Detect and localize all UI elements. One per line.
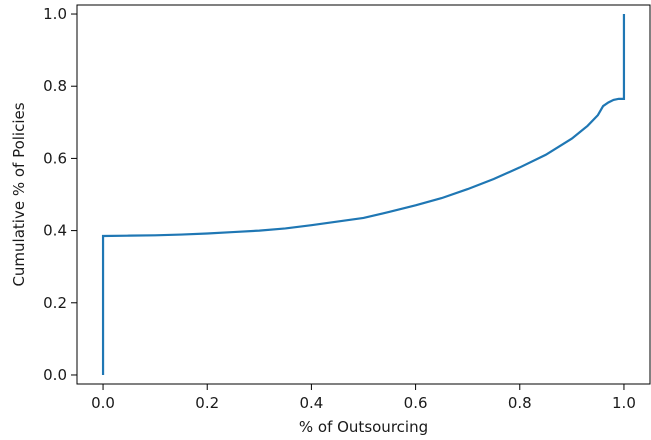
x-tick-label: 1.0 [612, 394, 636, 412]
x-tick-label: 0.0 [91, 394, 115, 412]
x-tick-label: 0.8 [508, 394, 532, 412]
y-tick-label: 0.6 [43, 149, 67, 167]
x-axis-ticks: 0.0 0.2 0.4 0.6 0.8 1.0 [91, 384, 636, 412]
y-tick-label: 0.2 [43, 294, 67, 312]
y-axis-label: Cumulative % of Policies [10, 102, 28, 286]
y-tick-label: 1.0 [43, 5, 67, 23]
y-axis-ticks: 0.0 0.2 0.4 0.6 0.8 1.0 [43, 5, 77, 384]
x-axis-label: % of Outsourcing [299, 418, 428, 436]
y-tick-label: 0.8 [43, 77, 67, 95]
y-tick-label: 0.0 [43, 366, 67, 384]
x-tick-label: 0.6 [404, 394, 428, 412]
x-tick-label: 0.4 [299, 394, 323, 412]
plot-area [77, 5, 650, 384]
x-tick-label: 0.2 [195, 394, 219, 412]
series-line [101, 14, 626, 375]
y-tick-label: 0.4 [43, 222, 67, 240]
plot-frame [76, 4, 651, 385]
